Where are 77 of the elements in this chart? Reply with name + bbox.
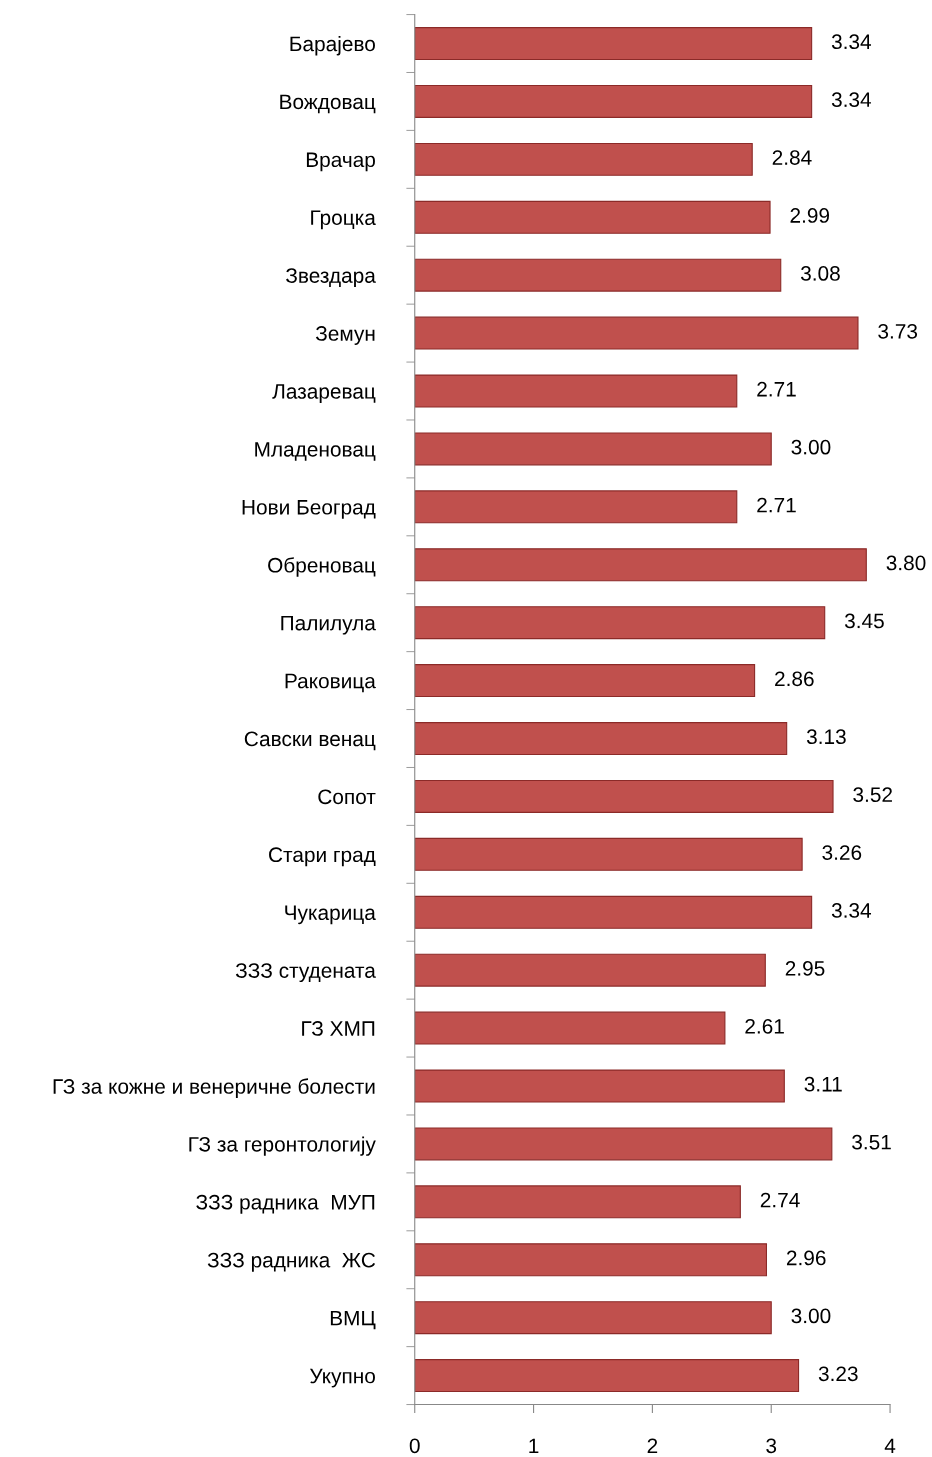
x-tick-label: 1 xyxy=(529,1438,539,1453)
bar xyxy=(414,142,753,176)
data-label: 3.08 xyxy=(800,266,840,281)
data-label: 2.84 xyxy=(772,150,812,165)
bar xyxy=(414,1069,785,1103)
bar xyxy=(414,316,859,350)
y-tick-label: Сопот xyxy=(318,789,376,805)
y-tick-label: ГЗ за кожне и венеричне болести xyxy=(53,1078,375,1098)
bar xyxy=(414,490,738,524)
data-label: 3.00 xyxy=(791,1308,831,1324)
y-tick-label: ГЗ ХМП xyxy=(302,1021,375,1036)
y-tick-label: Савски венац xyxy=(244,731,376,751)
bar xyxy=(414,779,834,813)
bar xyxy=(414,1301,772,1335)
data-label: 3.13 xyxy=(806,729,846,745)
bar xyxy=(414,374,738,408)
data-label: 2.86 xyxy=(775,671,814,687)
y-tick-label: Раковица xyxy=(285,673,376,693)
bar xyxy=(414,1127,833,1161)
bar xyxy=(414,27,813,61)
y-tick-label: Врачар xyxy=(306,152,375,172)
data-label: 2.99 xyxy=(790,208,830,223)
x-tick-label: 3 xyxy=(766,1438,777,1454)
bar xyxy=(414,722,788,755)
y-tick-label: Звездара xyxy=(286,268,376,288)
data-label: 2.96 xyxy=(786,1250,826,1266)
bar xyxy=(414,548,867,582)
data-label: 2.71 xyxy=(757,381,796,397)
bar xyxy=(414,1011,726,1045)
data-label: 2.95 xyxy=(785,961,825,976)
y-tick-label: Палилула xyxy=(281,615,376,635)
bar xyxy=(414,1185,741,1219)
y-tick-label: Младеновац xyxy=(255,442,376,461)
data-label: 3.34 xyxy=(831,92,872,108)
y-tick-label: Гроцка xyxy=(311,210,376,230)
data-label: 3.34 xyxy=(831,34,872,50)
y-tick-label: ГЗ за геронтологију xyxy=(189,1136,376,1156)
data-label: 3.80 xyxy=(886,555,926,571)
data-label: 3.26 xyxy=(822,845,862,860)
bar xyxy=(414,258,782,292)
x-tick-label: 2 xyxy=(647,1438,658,1453)
data-label: 3.23 xyxy=(818,1366,858,1382)
y-tick-label: Барајево xyxy=(290,35,375,56)
data-label: 2.61 xyxy=(745,1018,784,1034)
bar xyxy=(414,953,766,987)
y-tick-label: ВМЦ xyxy=(330,1310,376,1330)
bar xyxy=(414,837,803,871)
bar xyxy=(414,606,826,640)
y-tick-label: Обреновац xyxy=(268,557,376,577)
y-tick-label: Земун xyxy=(315,326,375,345)
bar xyxy=(414,664,756,698)
data-label: 2.74 xyxy=(760,1192,800,1208)
y-tick-label: ЗЗЗ радника ЖС xyxy=(207,1252,376,1272)
data-label: 2.71 xyxy=(757,497,796,513)
bar xyxy=(414,1359,800,1393)
x-tick-label: 4 xyxy=(884,1438,896,1453)
bar xyxy=(414,1243,768,1277)
y-tick-label: Чукарица xyxy=(285,905,376,925)
bar xyxy=(414,200,771,234)
data-label: 3.45 xyxy=(844,613,884,629)
y-tick-label: Вождовац xyxy=(280,94,376,114)
data-label: 3.52 xyxy=(853,787,892,803)
data-label: 3.51 xyxy=(852,1134,891,1150)
y-tick-label: ЗЗЗ студената xyxy=(235,963,376,983)
y-tick-label: Лазаревац xyxy=(272,384,376,403)
data-label: 3.73 xyxy=(878,323,918,339)
bar xyxy=(414,895,813,929)
x-tick-label: 0 xyxy=(409,1438,420,1454)
data-label: 3.34 xyxy=(831,903,872,918)
y-tick-label: Нови Београд xyxy=(242,500,376,519)
y-tick-label: Стари град xyxy=(269,847,376,867)
data-label: 3.11 xyxy=(804,1076,842,1092)
bar xyxy=(414,84,813,118)
bar xyxy=(414,432,772,466)
y-tick-label: ЗЗЗ радника МУП xyxy=(196,1194,375,1214)
y-tick-label: Укупно xyxy=(309,1368,375,1388)
data-label: 3.00 xyxy=(791,439,831,455)
